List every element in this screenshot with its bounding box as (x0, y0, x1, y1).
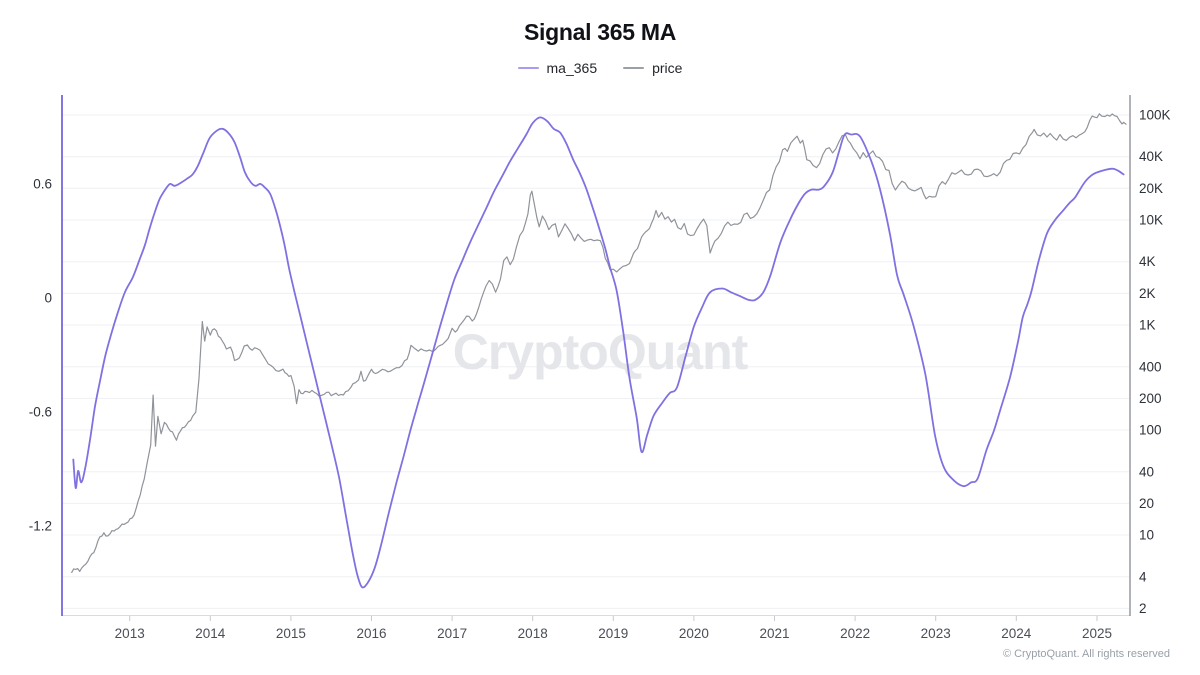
x-tick-label: 2021 (759, 626, 789, 641)
x-tick-label: 2022 (840, 626, 870, 641)
right-tick-label: 2K (1139, 286, 1156, 301)
right-tick-label: 10K (1139, 213, 1163, 228)
ma365-legend-label: ma_365 (546, 60, 598, 76)
x-tick-label: 2015 (276, 626, 306, 641)
axes: 2013 2014 2015 2016 2017 2018 2019 2020 2021 2022… (29, 95, 1171, 641)
x-tick-label: 2024 (1001, 626, 1032, 641)
right-tick-label: 10 (1139, 528, 1154, 543)
x-tick-label: 2023 (921, 626, 951, 641)
legend-item-price[interactable]: price (623, 60, 682, 76)
left-tick-label: 0.6 (33, 176, 52, 191)
legend: ma_365 price (0, 60, 1200, 76)
x-tick-label: 2020 (679, 626, 709, 641)
right-tick-label: 4 (1139, 569, 1147, 584)
right-tick-label: 40 (1139, 464, 1154, 479)
price-legend-swatch (623, 66, 645, 70)
x-tick-label: 2025 (1082, 626, 1112, 641)
series-lines (71, 113, 1127, 589)
price-legend-label: price (652, 60, 683, 76)
left-tick-label: -0.6 (29, 405, 52, 420)
right-tick-label: 4K (1139, 254, 1156, 269)
right-tick-label: 40K (1139, 149, 1163, 164)
x-tick-label: 2017 (437, 626, 467, 641)
legend-item-ma365[interactable]: ma_365 (517, 60, 598, 76)
left-tick-label: 0 (44, 291, 52, 306)
price-line (71, 113, 1127, 573)
x-tick-label: 2018 (518, 626, 548, 641)
right-tick-label: 100 (1139, 423, 1162, 438)
copyright-note: © CryptoQuant. All rights reserved (1002, 648, 1170, 660)
gridlines (63, 114, 1129, 609)
watermark: CryptoQuant (453, 324, 749, 380)
right-tick-label: 400 (1139, 359, 1162, 374)
right-tick-label: 2 (1139, 601, 1147, 616)
x-tick-label: 2016 (356, 626, 386, 641)
x-tick-label: 2013 (115, 626, 145, 641)
right-tick-label: 20 (1139, 496, 1154, 511)
ma_365-line (72, 116, 1125, 589)
x-tick-label: 2019 (598, 626, 628, 641)
x-tick-label: 2014 (195, 626, 226, 641)
ma365-legend-swatch (517, 66, 539, 70)
right-tick-label: 200 (1139, 391, 1162, 406)
left-tick-label: -1.2 (29, 519, 52, 534)
right-tick-label: 100K (1139, 108, 1171, 123)
right-tick-label: 20K (1139, 181, 1163, 196)
chart-title: Signal 365 MA (523, 19, 677, 45)
right-tick-label: 1K (1139, 318, 1156, 333)
